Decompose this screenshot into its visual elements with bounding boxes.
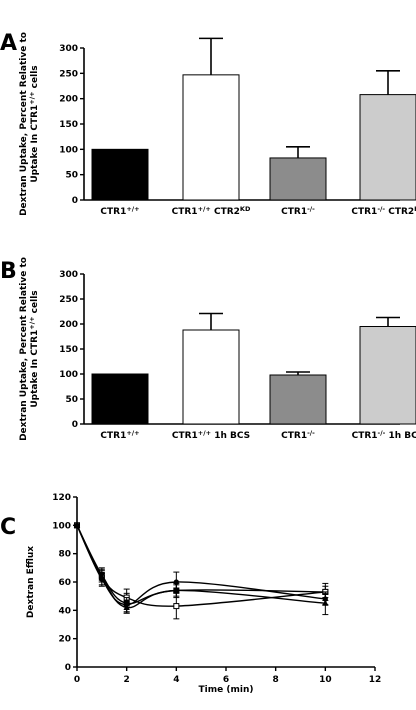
data-point	[322, 596, 328, 602]
x-tick-label: 8	[273, 675, 279, 685]
chart-a: 0 50 100 150 200 250 300 Dextran Uptake, Percen…	[19, 32, 416, 217]
y-tick-label: 0	[72, 196, 78, 206]
bar	[359, 326, 416, 425]
series-line	[76, 525, 326, 609]
category-label: CTR1-/- 1h BCS	[352, 429, 416, 441]
panel-label-b: B	[0, 259, 17, 284]
y-tick-label: 200	[59, 320, 78, 330]
x-tick-label: 6	[223, 675, 229, 685]
panel-label-a: A	[0, 31, 17, 56]
x-tick-label: 4	[173, 675, 179, 685]
y-axis-label-line1: Dextran Uptake, Percent Relative to	[19, 257, 29, 441]
y-tick-label: 200	[59, 95, 78, 105]
bar	[269, 374, 327, 425]
y-tick-label: 0	[65, 663, 71, 673]
bar	[91, 148, 149, 201]
panel-label-c: C	[0, 515, 16, 540]
y-tick-label: 40	[58, 606, 71, 616]
x-tick-label: 2	[124, 675, 130, 685]
data-point	[173, 603, 180, 610]
category-label: CTR1+/+	[100, 429, 139, 441]
y-tick-label: 250	[59, 69, 78, 79]
category-label: CTR1+/+ CTR2KD	[172, 205, 251, 217]
y-tick-label: 0	[72, 420, 78, 430]
series-line	[76, 525, 326, 606]
chart-c: 0 20 40 60 80 100 120 0 2 4 6 8 10 12 Time (min) Dextra…	[26, 493, 381, 695]
y-tick-label: 100	[59, 145, 78, 155]
y-tick-label: 100	[52, 521, 71, 531]
data-point	[99, 576, 105, 582]
category-label: CTR1-/-	[281, 429, 315, 441]
chart-b: 0 50 100 150 200 250 300 Dextran Uptake, Percen…	[19, 257, 416, 441]
y-tick-label: 300	[59, 270, 78, 280]
x-tick-label: 10	[319, 675, 332, 685]
x-tick-label: 0	[74, 675, 80, 685]
y-tick-label: 120	[52, 493, 71, 503]
y-tick-label: 150	[59, 120, 78, 130]
y-tick-label: 50	[65, 171, 78, 181]
data-point	[124, 602, 130, 608]
category-label: CTR1-/- CTR2KD	[351, 205, 416, 217]
y-tick-label: 300	[59, 44, 78, 54]
y-tick-label: 150	[59, 345, 78, 355]
category-label: CTR1+/+	[100, 205, 139, 217]
y-axis-label-line2: Uptake In CTR1+/+ cells	[28, 290, 40, 407]
bar	[91, 373, 149, 425]
category-label: CTR1-/-	[281, 205, 315, 217]
data-point	[74, 522, 80, 528]
y-tick-label: 20	[58, 635, 71, 645]
bar	[182, 74, 240, 201]
bar	[182, 329, 240, 425]
y-tick-label: 50	[65, 395, 78, 405]
y-tick-label: 60	[58, 578, 71, 588]
bar	[269, 157, 327, 201]
y-tick-label: 100	[59, 370, 78, 380]
x-tick-label: 12	[369, 675, 382, 685]
y-axis-label: Dextran Efflux	[26, 546, 36, 618]
y-tick-label: 250	[59, 295, 78, 305]
y-tick-label: 80	[58, 550, 71, 560]
bar	[359, 94, 416, 201]
x-axis-label: Time (min)	[199, 685, 254, 695]
y-axis-label-line1: Dextran Uptake, Percent Relative to	[19, 32, 29, 216]
category-label: CTR1+/+ 1h BCS	[172, 429, 250, 441]
y-axis-label-line2: Uptake In CTR1+/+ cells	[28, 65, 40, 182]
data-point	[173, 579, 179, 585]
